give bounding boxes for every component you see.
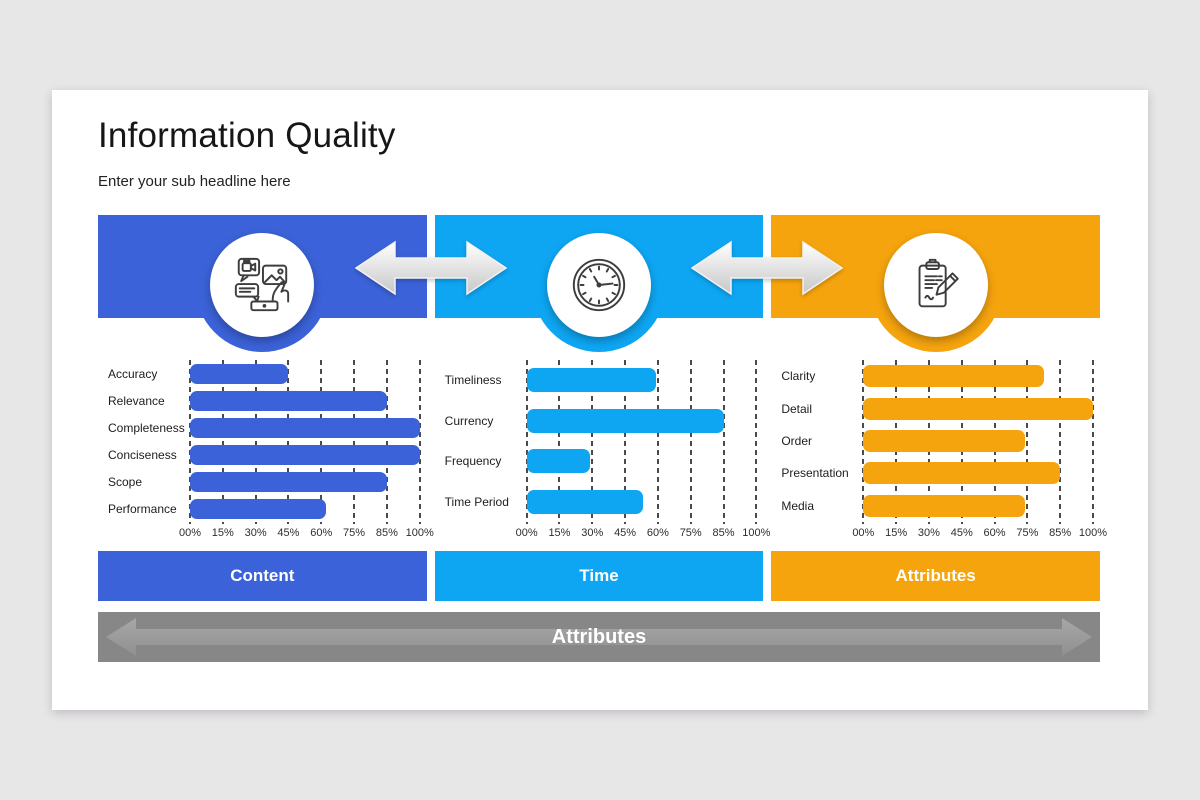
axis-tick-label: 75% [1016,527,1039,539]
clipboard-pencil-icon [918,258,959,308]
axis-tick-label: 30% [581,527,604,539]
axis-tick-label: 75% [679,527,702,539]
gridline [656,360,659,524]
charts-row: Accuracy Relevance Completeness Conciseness… [98,360,1107,544]
gridline [722,360,725,524]
gridline [385,360,388,524]
bar [190,417,420,438]
axis-tick-label: 60% [310,527,333,539]
category-label: Clarity [781,369,816,384]
time-label-bar: Time [434,551,764,601]
attributes-band-label: Attributes [551,625,647,648]
page-title: Information Quality [98,116,396,155]
double-arrow-icon [355,240,507,296]
bar [863,429,1026,452]
gridline [287,360,290,524]
attributes-label-bar: Attributes [771,551,1100,601]
gridline [755,360,758,524]
category-label: Scope [108,474,143,489]
axis-tick-label: 100% [405,527,434,539]
bar [190,444,420,465]
category-label: Media [781,498,815,513]
axis-tick-label: 75% [343,527,366,539]
axis-tick-label: 15% [211,527,234,539]
axis-tick-label: 60% [646,527,669,539]
category-label: Completeness [108,420,185,435]
content-bar-chart: Accuracy Relevance Completeness Conciseness… [98,360,434,544]
content-icon-circle [195,218,330,352]
category-label: Frequency [444,454,502,469]
time-icon-circle [531,218,666,352]
axis-tick-label: 15% [548,527,571,539]
category-label: Performance [108,501,177,516]
axis-tick-label: 85% [1049,527,1072,539]
category-label: Detail [781,401,813,416]
axis-tick-label: 100% [742,527,771,539]
axis-tick-label: 30% [917,527,940,539]
axis-tick-label: 85% [375,527,398,539]
gridline [320,360,323,524]
bar [526,368,656,393]
gridline [624,360,627,524]
section-label-row: Content Time Attributes [98,551,1100,601]
bar [190,390,387,411]
attributes-icon-circle [868,218,1003,352]
axis-tick-label: 45% [614,527,637,539]
axis-tick-label: 45% [277,527,300,539]
bar [863,365,1044,388]
media-content-icon [235,257,290,312]
infographic: Accuracy Relevance Completeness Conciseness… [98,215,1107,662]
gridline [1026,360,1029,524]
attributes-bar-chart: Clarity Detail Order Presentation Media 00% 1… [771,360,1107,544]
category-label: Relevance [108,393,165,408]
gridline [689,360,692,524]
gridline [558,360,561,524]
axis-tick-label: 00% [852,527,875,539]
bar [526,408,724,433]
bar [526,489,643,514]
bar [190,471,387,492]
category-label: Accuracy [108,366,158,381]
gridline [221,360,224,524]
bar [863,494,1026,517]
attributes-band: Attributes [98,612,1100,662]
bar [190,498,326,519]
category-label: Time Period [444,494,509,509]
bar [190,363,289,384]
time-bar-chart: Timeliness Currency Frequency Time Period 0… [435,360,770,544]
axis-tick-label: 60% [983,527,1006,539]
gridline [254,360,257,524]
gridline [189,360,191,524]
category-label: Presentation [781,466,849,481]
axis-tick-label: 00% [515,527,538,539]
axis-tick-label: 45% [950,527,973,539]
category-label: Conciseness [108,447,177,462]
gridline [353,360,356,524]
slide-card: Information Quality Enter your sub headl… [52,90,1148,710]
category-label: Timeliness [444,373,502,388]
axis-tick-label: 30% [244,527,267,539]
double-arrow-icon [691,240,843,296]
banner-row [98,215,1100,352]
gridline [418,360,421,524]
gridline [591,360,594,524]
content-label-bar: Content [98,551,427,601]
bar [526,449,591,474]
axis-tick-label: 85% [712,527,735,539]
gridline [1091,360,1094,524]
bar [863,397,1093,420]
page-subtitle: Enter your sub headline here [98,173,291,190]
axis-tick-label: 00% [178,527,202,539]
category-label: Order [781,433,813,448]
bar [863,462,1061,485]
axis-tick-label: 100% [1078,527,1108,539]
gridline [525,360,528,524]
category-label: Currency [444,413,494,428]
wide-double-arrow-icon [106,618,1092,656]
clock-icon [572,258,626,312]
axis-tick-label: 15% [885,527,908,539]
gridline [1059,360,1062,524]
